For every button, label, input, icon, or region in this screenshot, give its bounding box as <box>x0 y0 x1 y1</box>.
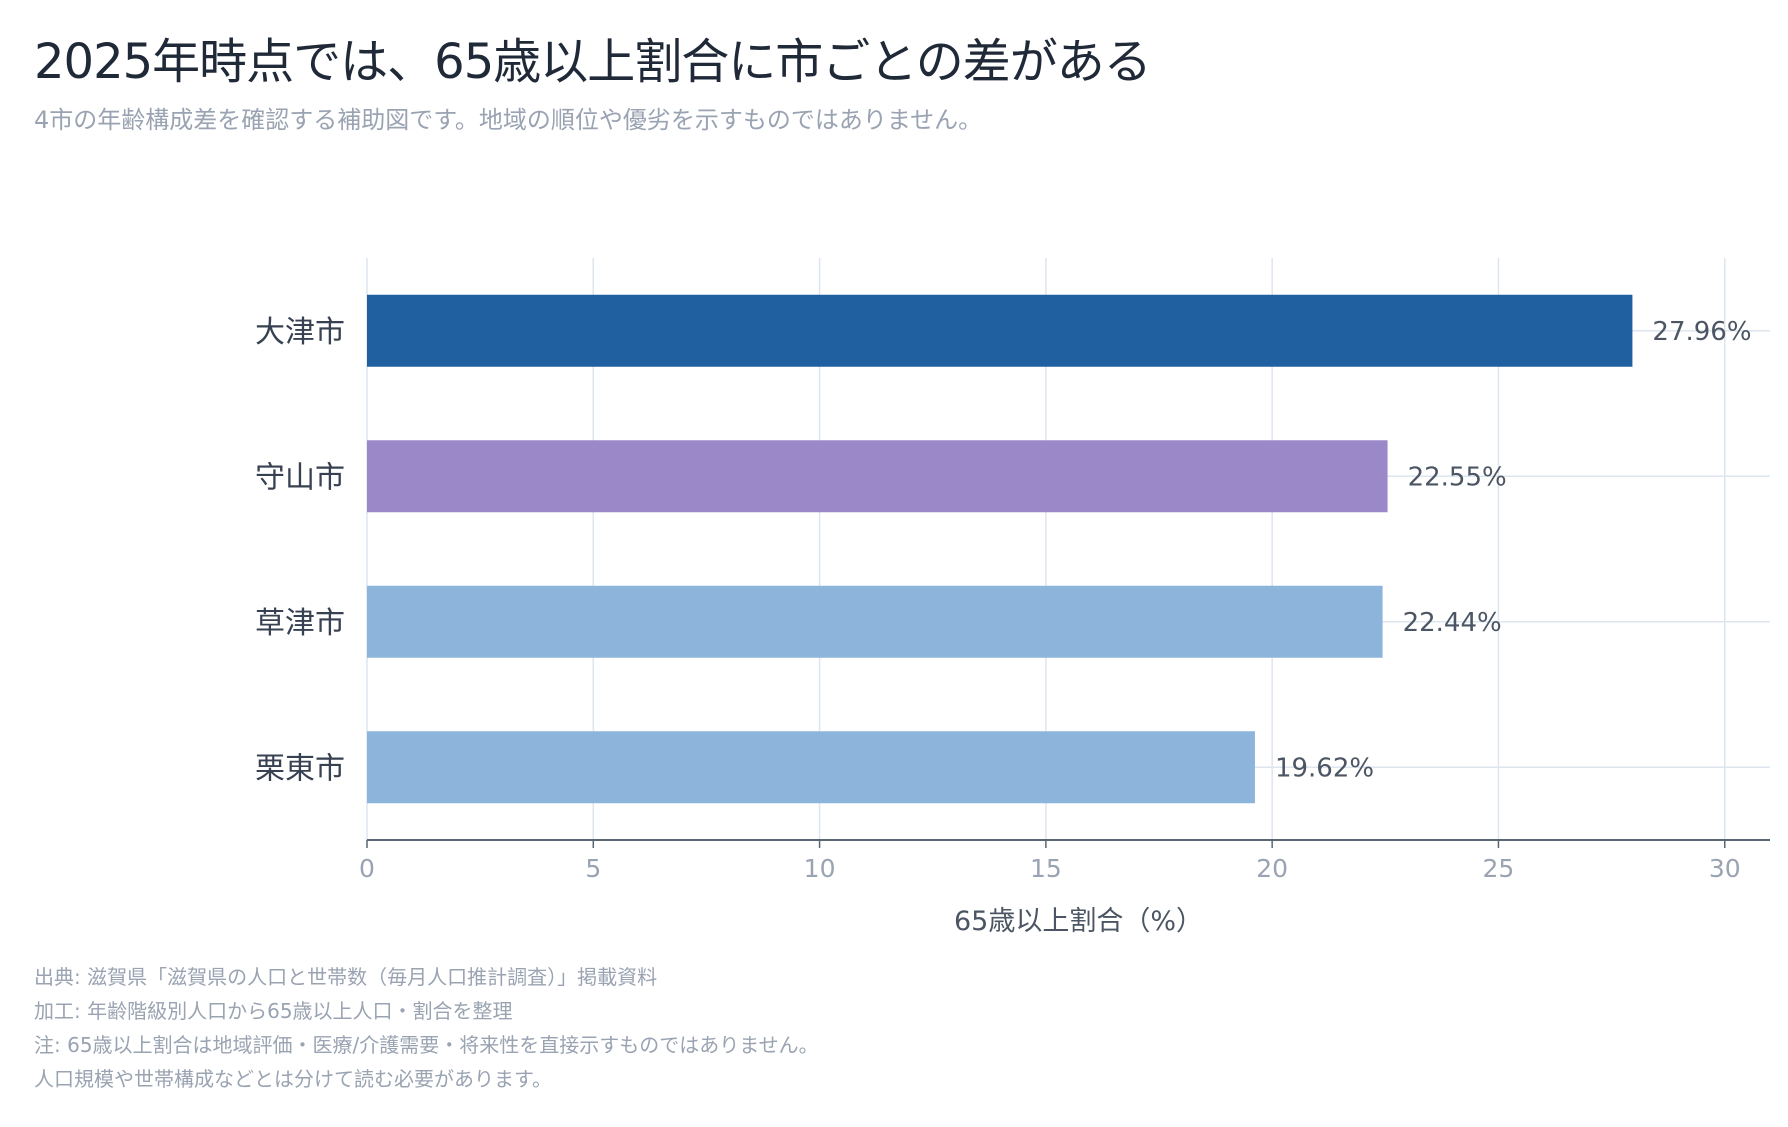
source-note: 出典: 滋賀県「滋賀県の人口と世帯数（毎月人口推計調査）」掲載資料 <box>34 965 658 989</box>
x-tick-label-20: 20 <box>1256 854 1288 883</box>
value-label-1: 22.55% <box>1408 462 1507 492</box>
bar-1 <box>367 440 1388 513</box>
x-tick-label-0: 0 <box>359 854 375 883</box>
category-label-1: 守山市 <box>255 460 345 495</box>
x-tick-label-25: 25 <box>1483 854 1515 883</box>
x-tick-label-30: 30 <box>1709 854 1741 883</box>
category-label-3: 栗東市 <box>255 751 345 786</box>
bar-3 <box>367 731 1255 804</box>
bar-2 <box>367 585 1383 658</box>
value-label-0: 27.96% <box>1652 317 1751 347</box>
bars <box>367 294 1633 804</box>
caution-note: 注: 65歳以上割合は地域評価・医療/介護需要・将来性を直接示すものではありませ… <box>34 1033 819 1057</box>
bar-0 <box>367 294 1633 367</box>
chart-subtitle: 4市の年齢構成差を確認する補助図です。地域の順位や優劣を示すものではありません。 <box>34 106 983 134</box>
value-label-2: 22.44% <box>1403 608 1502 638</box>
processing-note: 加工: 年齢階級別人口から65歳以上人口・割合を整理 <box>34 999 513 1023</box>
x-axis: 0 5 10 15 20 25 30 <box>359 839 1770 883</box>
caution-note-2: 人口規模や世帯構成などとは分けて読む必要があります。 <box>34 1067 552 1091</box>
value-label-3: 19.62% <box>1275 753 1374 783</box>
chart-title: 2025年時点では、65歳以上割合に市ごとの差がある <box>34 34 1152 90</box>
category-label-0: 大津市 <box>255 315 345 350</box>
x-axis-label: 65歳以上割合（%） <box>954 906 1203 937</box>
x-tick-label-10: 10 <box>804 854 836 883</box>
category-label-2: 草津市 <box>255 606 345 641</box>
x-tick-label-5: 5 <box>585 854 601 883</box>
value-labels: 27.96% 22.55% 22.44% 19.62% <box>1275 317 1752 784</box>
x-tick-label-15: 15 <box>1030 854 1062 883</box>
footer-notes: 出典: 滋賀県「滋賀県の人口と世帯数（毎月人口推計調査）」掲載資料 加工: 年齢… <box>34 960 819 1096</box>
